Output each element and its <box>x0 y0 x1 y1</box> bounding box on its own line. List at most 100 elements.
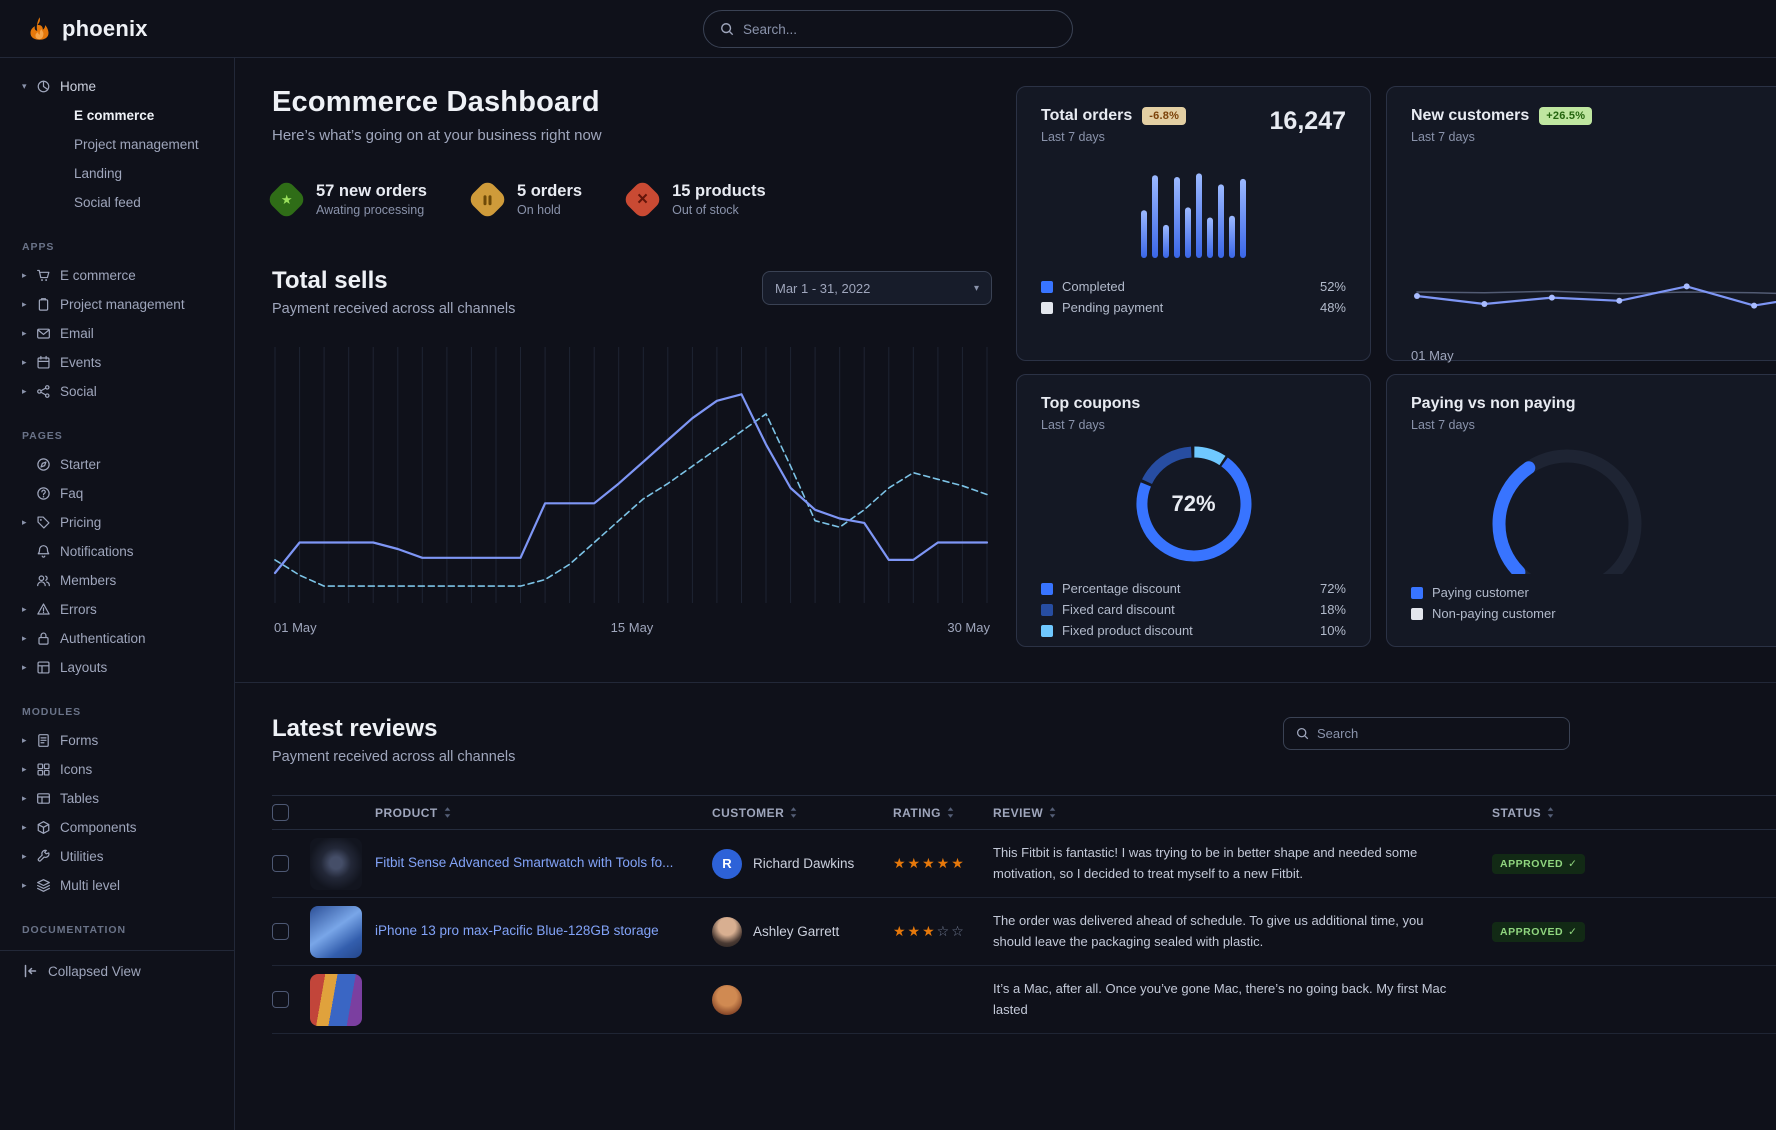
sidebar-subitem-project-management[interactable]: Project management <box>74 137 199 152</box>
total-orders-value: 16,247 <box>1269 107 1346 135</box>
review-text: It’s a Mac, after all. Once you’ve gone … <box>993 965 1492 1034</box>
sidebar-item-social[interactable]: ▸ Social <box>0 377 234 406</box>
caret-right-icon: ▸ <box>22 735 27 745</box>
sidebar-item-label: Errors <box>60 602 97 617</box>
sidebar-item-notifications[interactable]: Notifications <box>0 537 234 566</box>
column-header-product[interactable]: PRODUCT <box>310 795 712 830</box>
product-link[interactable]: Fitbit Sense Advanced Smartwatch with To… <box>375 855 674 871</box>
brand-name: phoenix <box>62 15 148 41</box>
row-checkbox[interactable] <box>272 922 289 940</box>
sidebar-item-multi-level[interactable]: ▸ Multi level <box>0 871 234 900</box>
sidebar-item-layouts[interactable]: ▸ Layouts <box>0 653 234 682</box>
product-link[interactable]: iPhone 13 pro max-Pacific Blue-128GB sto… <box>375 923 659 939</box>
rating-stars: ★★★★★ <box>893 854 966 871</box>
table-row: Fitbit Sense Advanced Smartwatch with To… <box>272 829 1776 898</box>
reviews-search-input[interactable] <box>1317 726 1557 741</box>
customer-avatar[interactable] <box>712 916 742 947</box>
product-image[interactable] <box>310 905 362 958</box>
sidebar-item-faq[interactable]: Faq <box>0 479 234 508</box>
pie-icon <box>36 79 60 94</box>
reviews-search[interactable] <box>1283 717 1570 750</box>
sidebar-item-tables[interactable]: ▸ Tables <box>0 784 234 813</box>
sidebar-subitem-e-commerce[interactable]: E commerce <box>74 108 155 123</box>
top-coupons-chart: 72% <box>1041 440 1346 568</box>
row-checkbox[interactable] <box>272 990 289 1008</box>
legend-item: Paying customer <box>1411 582 1776 603</box>
sidebar-item-label: Social <box>60 384 97 399</box>
stat-caption: Out of stock <box>672 203 739 217</box>
sidebar-item-pricing[interactable]: ▸ Pricing <box>0 508 234 537</box>
product-image[interactable] <box>310 973 362 1026</box>
new-customers-x-label: 01 May <box>1411 348 1454 363</box>
star-icon: ★ <box>265 178 308 221</box>
global-search[interactable] <box>703 10 1073 48</box>
x-axis-label: 15 May <box>610 620 654 635</box>
caret-right-icon: ▸ <box>22 299 27 309</box>
caret-right-icon: ▸ <box>22 764 27 774</box>
paying-title: Paying vs non paying <box>1411 395 1576 412</box>
brand[interactable]: phoenix <box>26 15 148 42</box>
caret-right-icon: ▸ <box>22 357 27 367</box>
legend-label: Non-paying customer <box>1432 606 1556 621</box>
caret-right-icon: ▸ <box>22 517 27 527</box>
column-header-review[interactable]: REVIEW <box>993 795 1492 830</box>
legend-swatch <box>1411 586 1423 599</box>
sidebar-item-icons[interactable]: ▸ Icons <box>0 755 234 784</box>
select-all-checkbox[interactable] <box>272 804 289 821</box>
chevron-down-icon: ▾ <box>973 282 979 294</box>
product-image[interactable] <box>310 837 362 890</box>
sidebar-item-errors[interactable]: ▸ Errors <box>0 595 234 624</box>
sidebar-item-utilities[interactable]: ▸ Utilities <box>0 842 234 871</box>
column-label: PRODUCT <box>375 805 438 820</box>
caret-right-icon: ▸ <box>22 793 27 803</box>
column-label: RATING <box>893 805 941 820</box>
sidebar-subitem-social-feed[interactable]: Social feed <box>74 195 141 210</box>
sidebar-item-label: Authentication <box>60 631 146 646</box>
sidebar-collapse-toggle[interactable]: Collapsed View <box>0 950 234 991</box>
sidebar-item-label: Home <box>60 79 97 94</box>
column-header-rating[interactable]: RATING <box>893 795 993 830</box>
sidebar-item-authentication[interactable]: ▸ Authentication <box>0 624 234 653</box>
sidebar-item-starter[interactable]: Starter <box>0 450 234 479</box>
sidebar-item-project-management[interactable]: ▸ Project management <box>0 290 234 319</box>
sidebar-item-home[interactable]: ▾ Home <box>0 72 234 101</box>
total-orders-legend: Completed 52% Pending payment 48% <box>1041 276 1346 318</box>
check-icon: ✓ <box>1568 925 1578 938</box>
sidebar-item-members[interactable]: Members <box>0 566 234 595</box>
sidebar-item-components[interactable]: ▸ Components <box>0 813 234 842</box>
column-header-customer[interactable]: CUSTOMER <box>712 795 893 830</box>
sidebar-section-label: PAGES <box>22 430 63 442</box>
x-icon: × <box>622 178 664 221</box>
caret-right-icon: ▸ <box>22 270 27 280</box>
new-customers-period: Last 7 days <box>1411 130 1475 144</box>
customer-avatar[interactable] <box>712 984 742 1015</box>
layout-icon <box>36 660 60 675</box>
column-header-status[interactable]: STATUS <box>1492 795 1776 830</box>
customer-avatar[interactable]: R <box>712 848 742 879</box>
column-label: CUSTOMER <box>712 805 785 820</box>
sidebar-item-email[interactable]: ▸ Email <box>0 319 234 348</box>
paying-period: Last 7 days <box>1411 418 1475 432</box>
sidebar-nav: ▾ Home E commerce Project management Landin… <box>0 72 234 936</box>
tag-icon <box>36 515 60 530</box>
legend-swatch <box>1041 603 1053 616</box>
global-search-input[interactable] <box>743 21 1056 37</box>
legend-item: Non-paying customer <box>1411 603 1776 624</box>
sidebar-item-label: Components <box>60 820 137 835</box>
sidebar-item-events[interactable]: ▸ Events <box>0 348 234 377</box>
caret-right-icon: ▸ <box>22 604 27 614</box>
sidebar-item-forms[interactable]: ▸ Forms <box>0 726 234 755</box>
legend-swatch <box>1041 301 1053 314</box>
sidebar-subitem-landing[interactable]: Landing <box>74 166 123 181</box>
sidebar-section-label: DOCUMENTATION <box>22 924 127 936</box>
caret-right-icon: ▸ <box>22 662 27 672</box>
date-range-select[interactable]: Mar 1 - 31, 2022 ▾ <box>762 271 992 305</box>
sidebar-item-label: Multi level <box>60 878 121 893</box>
row-checkbox[interactable] <box>272 854 289 872</box>
legend-value: 48% <box>1319 300 1346 315</box>
stat-caption: Awating processing <box>316 203 425 217</box>
top-coupons-center-value: 72% <box>1171 491 1216 516</box>
date-range-value: Mar 1 - 31, 2022 <box>775 280 871 296</box>
sidebar-item-e-commerce[interactable]: ▸ E commerce <box>0 261 234 290</box>
